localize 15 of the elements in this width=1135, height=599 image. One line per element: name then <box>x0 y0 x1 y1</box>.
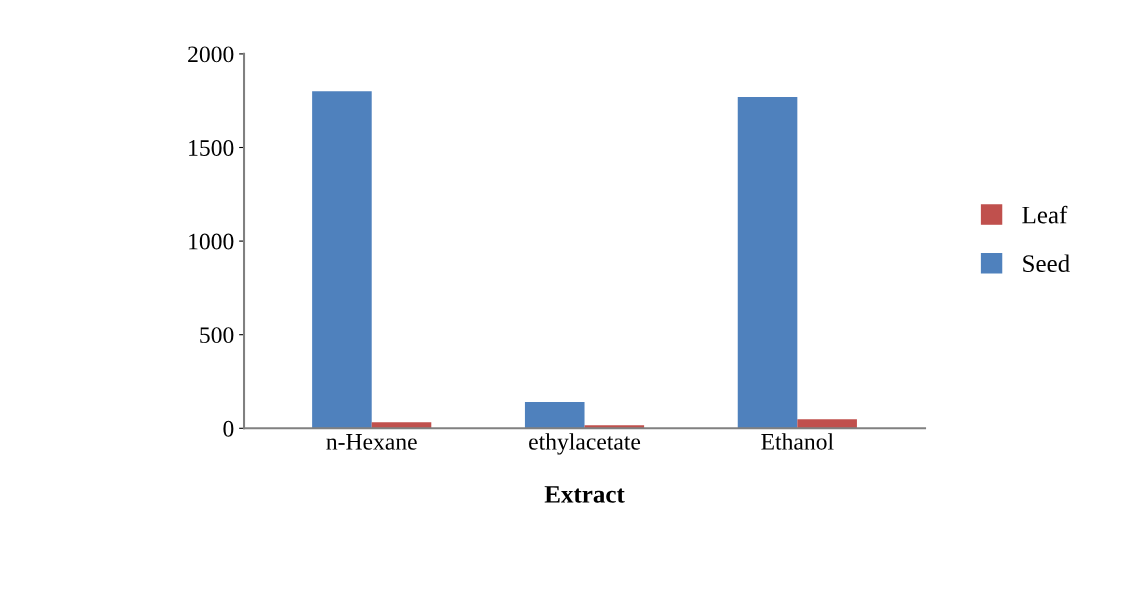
bar <box>312 91 372 429</box>
y-tick-label: 1000 <box>189 233 234 250</box>
bar <box>797 419 857 429</box>
legend-label: Leaf <box>1022 205 1068 224</box>
x-axis-title: Extract <box>544 486 625 503</box>
bar <box>524 402 585 429</box>
bar <box>737 96 798 429</box>
y-tick-label: 2000 <box>188 46 234 63</box>
y-tick-label: 0 <box>223 420 234 437</box>
x-tick-label: ethylacetate <box>529 433 641 455</box>
y-tick-label: 1500 <box>189 139 234 156</box>
x-tick-label: n-Hexane <box>326 434 417 450</box>
x-tick-label: Ethanol <box>761 433 834 450</box>
legend-label: Seed <box>1023 254 1070 273</box>
y-tick-label: 500 <box>200 327 234 344</box>
